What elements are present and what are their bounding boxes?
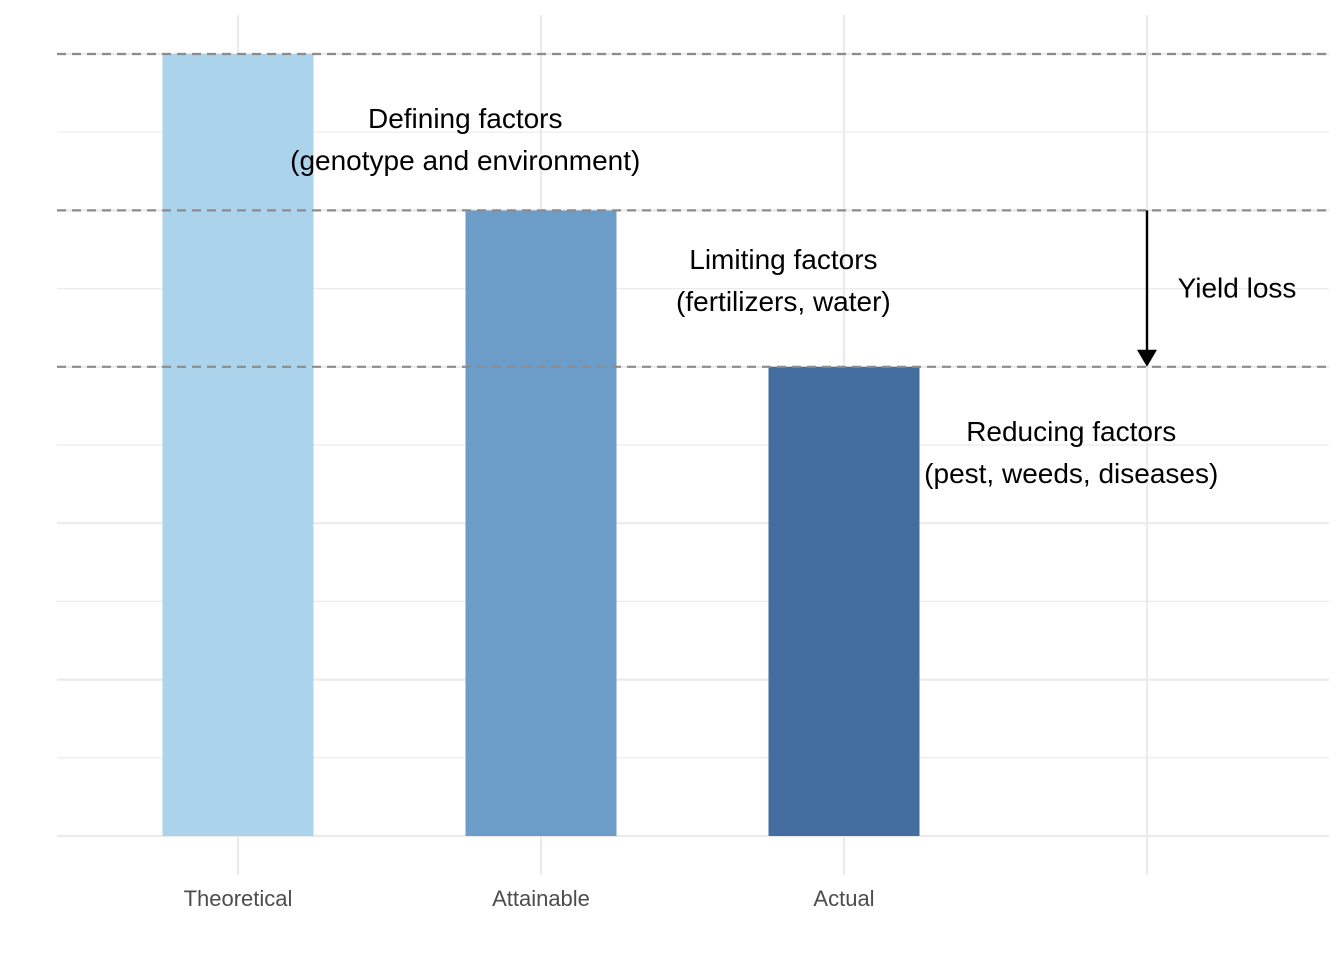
x-tick-label: Attainable bbox=[492, 886, 590, 911]
annotation-3: Reducing factors (pest, weeds, diseases) bbox=[924, 416, 1218, 489]
annotation-line: Limiting factors bbox=[689, 244, 877, 275]
annotation-line: (fertilizers, water) bbox=[676, 286, 891, 317]
annotation-line: (genotype and environment) bbox=[290, 145, 640, 176]
bar-actual bbox=[768, 366, 920, 836]
x-tick-label: Actual bbox=[813, 886, 874, 911]
annotation-line: Reducing factors bbox=[966, 416, 1176, 447]
annotation-line: Defining factors bbox=[368, 103, 563, 134]
reference-lines bbox=[57, 52, 1329, 368]
annotation-1: Defining factors (genotype and environmen… bbox=[290, 103, 640, 176]
arrow-head bbox=[1137, 349, 1157, 367]
x-tick-label: Theoretical bbox=[184, 886, 293, 911]
annotation-2: Limiting factors (fertilizers, water) bbox=[676, 244, 891, 317]
annotation-line: (pest, weeds, diseases) bbox=[924, 458, 1218, 489]
yield-loss-arrow: Yield loss bbox=[1137, 210, 1297, 367]
x-axis-ticks: Theoretical Attainable Actual bbox=[184, 886, 875, 911]
annotations: Defining factors (genotype and environmen… bbox=[290, 103, 1218, 489]
bars bbox=[162, 54, 920, 836]
yield-loss-label: Yield loss bbox=[1178, 273, 1297, 304]
bar-theoretical bbox=[162, 54, 314, 836]
bar-attainable bbox=[465, 210, 617, 836]
